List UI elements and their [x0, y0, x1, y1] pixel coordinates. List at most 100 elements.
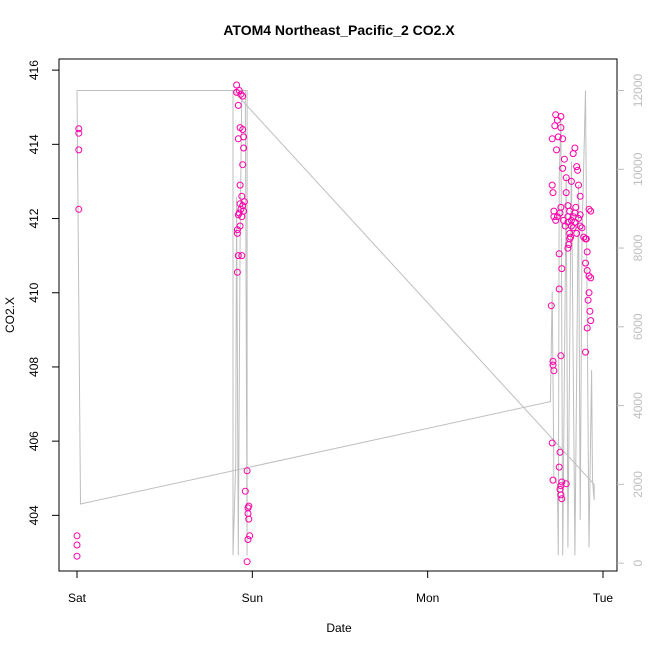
- data-point: [574, 166, 582, 174]
- data-point: [243, 558, 251, 566]
- data-point: [571, 209, 579, 217]
- data-point: [548, 439, 556, 447]
- data-point: [243, 467, 251, 475]
- data-point: [240, 133, 248, 141]
- data-point: [548, 181, 556, 189]
- data-point: [549, 357, 557, 365]
- data-point: [73, 552, 81, 560]
- x-tick-label: Tue: [593, 591, 614, 605]
- y2-tick-label: 12000: [631, 73, 645, 107]
- data-point: [564, 218, 572, 226]
- data-point: [557, 203, 565, 211]
- data-point: [576, 192, 584, 200]
- data-point: [553, 116, 561, 124]
- data-point: [246, 532, 254, 540]
- y2-tick-label: 0: [631, 559, 645, 566]
- data-point: [572, 203, 580, 211]
- data-point: [571, 218, 579, 226]
- data-point: [555, 463, 563, 471]
- data-point: [239, 161, 247, 169]
- data-point: [233, 229, 241, 237]
- data-point: [557, 124, 565, 132]
- data-point: [569, 150, 577, 158]
- x-axis-label: Date: [326, 621, 352, 635]
- data-point: [586, 307, 594, 315]
- x-axis: Sat Sun Mon Tue: [68, 571, 613, 605]
- data-point: [547, 302, 555, 310]
- data-point: [75, 146, 83, 154]
- y2-tick-label: 6000: [631, 313, 645, 340]
- x-tick-label: Sat: [68, 591, 87, 605]
- y2-tick-label: 2000: [631, 471, 645, 498]
- data-point: [558, 478, 566, 486]
- data-point: [234, 101, 242, 109]
- data-point: [555, 285, 563, 293]
- grey-series-line: [76, 89, 595, 556]
- data-point: [240, 207, 248, 215]
- data-point: [557, 113, 565, 120]
- data-point: [585, 205, 593, 213]
- data-point: [559, 164, 567, 172]
- data-point: [73, 541, 81, 549]
- y-tick-label: 410: [27, 282, 41, 302]
- data-point: [554, 133, 562, 141]
- data-point: [550, 213, 558, 221]
- data-point: [558, 495, 566, 503]
- data-point: [245, 502, 253, 510]
- y2-axis: 0 2000 4000 6000 8000 10000 12000: [617, 73, 645, 566]
- data-point: [73, 532, 81, 540]
- pink-series: [73, 81, 595, 566]
- data-point: [578, 224, 586, 232]
- data-point: [582, 348, 589, 356]
- data-point: [571, 144, 579, 152]
- data-point: [567, 222, 575, 230]
- y2-tick-label: 8000: [631, 234, 645, 261]
- data-point: [75, 125, 83, 133]
- data-point: [549, 189, 557, 197]
- data-point: [550, 367, 558, 375]
- data-point: [233, 81, 241, 89]
- data-point: [558, 265, 566, 273]
- plot-frame: [58, 58, 618, 572]
- y-tick-label: 408: [27, 357, 41, 377]
- data-point: [237, 90, 245, 98]
- data-point: [239, 126, 247, 133]
- data-point: [551, 122, 559, 130]
- data-point: [587, 207, 595, 215]
- data-point: [557, 352, 565, 360]
- data-point: [576, 222, 584, 230]
- data-point: [555, 250, 563, 258]
- data-point: [567, 233, 575, 241]
- data-point: [240, 144, 248, 152]
- y-tick-label: 406: [27, 431, 41, 451]
- data-point: [233, 268, 241, 276]
- data-point: [236, 181, 244, 189]
- data-point: [235, 209, 243, 217]
- data-point: [562, 174, 570, 182]
- data-point: [238, 192, 246, 200]
- data-point: [245, 515, 253, 523]
- data-point: [238, 252, 246, 260]
- grey-series: [76, 89, 595, 556]
- data-point: [585, 272, 593, 280]
- data-point: [75, 205, 83, 213]
- data-point: [239, 92, 247, 100]
- data-point: [236, 222, 244, 230]
- data-point: [75, 129, 83, 137]
- data-point: [548, 135, 556, 143]
- data-point: [587, 274, 595, 282]
- data-point: [559, 135, 567, 143]
- y2-tick-label: 10000: [631, 152, 645, 186]
- data-point: [240, 198, 248, 206]
- data-point: [241, 487, 249, 495]
- chart-title: ATOM4 Northeast_Pacific_2 CO2.X: [223, 22, 455, 38]
- data-point: [556, 448, 564, 456]
- y-tick-label: 412: [27, 208, 41, 228]
- data-point: [562, 480, 570, 488]
- data-point: [573, 229, 581, 237]
- data-point: [585, 289, 593, 297]
- data-point: [564, 244, 572, 252]
- data-point: [575, 215, 582, 222]
